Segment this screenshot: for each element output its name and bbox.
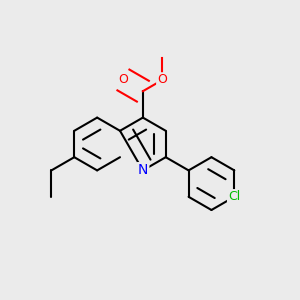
Text: O: O [158,74,167,86]
Text: O: O [118,74,128,86]
Text: Cl: Cl [228,190,240,203]
Text: N: N [138,164,148,177]
